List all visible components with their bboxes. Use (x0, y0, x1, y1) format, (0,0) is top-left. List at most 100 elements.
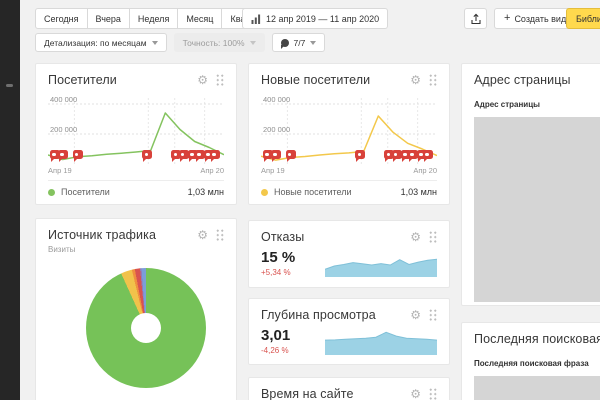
tab-week[interactable]: Неделя (129, 8, 179, 29)
gear-icon[interactable]: ⚙ (410, 72, 421, 87)
date-range-picker[interactable]: 12 апр 2019 — 11 апр 2020 (242, 8, 389, 29)
annotation-marker-icon[interactable] (195, 150, 206, 162)
drag-handle-icon[interactable] (428, 308, 437, 321)
metric-value: 15 % (261, 249, 296, 266)
bounces-sparkline (324, 253, 438, 277)
x-axis-start-label: Апр 19 (48, 166, 72, 175)
legend-row: Посетители 1,03 млн (48, 180, 224, 197)
widget-library-button[interactable]: Библиотека виджетов (566, 8, 600, 29)
redacted-content-block (474, 117, 600, 302)
annotation-marker-icon[interactable] (384, 150, 395, 162)
widget-new-visitors: Новые посетители ⚙ 400 000 200 000 Апр 1… (248, 63, 450, 205)
metric-delta: -4,26 % (261, 346, 289, 355)
annotation-marker-icon[interactable] (423, 150, 434, 162)
annotation-marker-icon[interactable] (142, 150, 153, 162)
widget-title: Последняя поисковая фраза (474, 332, 600, 346)
annotation-marker-icon[interactable] (270, 150, 281, 162)
tab-yesterday[interactable]: Вчера (87, 8, 130, 29)
x-axis-start-label: Апр 19 (261, 166, 285, 175)
chevron-down-icon (151, 40, 158, 45)
plus-icon: + (504, 12, 511, 24)
y-axis-tick: 200 000 (263, 125, 291, 134)
annotation-marker-icon[interactable] (57, 150, 68, 162)
annotation-marker-icon[interactable] (204, 150, 215, 162)
legend-row: Новые посетители 1,03 млн (261, 180, 437, 197)
sidebar-toggle-icon[interactable] (6, 84, 13, 87)
annotation-marker-icon[interactable] (188, 150, 199, 162)
detalization-label: Детализация: по месяцам (44, 37, 147, 48)
widget-title: Глубина просмотра (261, 308, 376, 322)
widget-last-search-phrase: Последняя поисковая фраза Последняя поис… (461, 322, 600, 400)
widget-time-on-site: Время на сайте ⚙ (248, 377, 450, 400)
depth-sparkline (324, 328, 438, 355)
legend-total: 1,03 млн (187, 187, 224, 197)
x-axis-end-label: Апр 20 (413, 166, 437, 175)
annotation-marker-icon[interactable] (285, 150, 296, 162)
drag-handle-icon[interactable] (215, 73, 224, 86)
x-axis-end-label: Апр 20 (200, 166, 224, 175)
annotation-marker-icon[interactable] (178, 150, 189, 162)
widget-traffic-source: Источник трафика ⚙ Визиты (35, 218, 237, 400)
drag-handle-icon[interactable] (215, 228, 224, 241)
visitors-line-chart: 400 000 200 000 (48, 95, 224, 164)
widget-title: Новые посетители (261, 73, 371, 87)
left-sidebar[interactable] (0, 0, 20, 400)
accuracy-label: Точность: 100% (182, 37, 245, 48)
annotation-marker-icon[interactable] (210, 150, 221, 162)
accuracy-dropdown[interactable]: Точность: 100% (173, 33, 265, 52)
legend-dot (261, 188, 268, 196)
gear-icon[interactable]: ⚙ (410, 229, 421, 244)
gear-icon[interactable]: ⚙ (197, 227, 208, 242)
y-axis-tick: 400 000 (50, 95, 78, 104)
annotation-marker-icon[interactable] (355, 150, 366, 162)
gear-icon[interactable]: ⚙ (410, 307, 421, 322)
legend-label: Новые посетители (274, 187, 352, 197)
annotation-marker-icon[interactable] (72, 150, 83, 162)
annotation-marker-icon[interactable] (50, 150, 61, 162)
widget-title: Отказы (261, 230, 305, 244)
chevron-down-icon (249, 40, 256, 45)
widget-title: Время на сайте (261, 387, 354, 400)
detalization-dropdown[interactable]: Детализация: по месяцам (35, 33, 167, 52)
traffic-source-donut-chart (86, 268, 206, 388)
widget-library-label: Библиотека виджетов (576, 13, 600, 24)
dimension-label: Адрес страницы (474, 100, 540, 109)
drag-handle-icon[interactable] (428, 73, 437, 86)
annotation-marker-icon[interactable] (263, 150, 274, 162)
drag-handle-icon[interactable] (428, 387, 437, 400)
new-visitors-line-chart: 400 000 200 000 (261, 95, 437, 164)
legend-total: 1,03 млн (400, 187, 437, 197)
annotation-marker-icon[interactable] (391, 150, 402, 162)
widget-metric-label: Визиты (48, 245, 76, 254)
tab-month[interactable]: Месяц (178, 8, 223, 29)
create-widget-label: Создать виджет (514, 13, 582, 24)
widget-title: Источник трафика (48, 228, 157, 242)
filter-row: Детализация: по месяцам Точность: 100% 7… (35, 33, 326, 52)
legend-label: Посетители (61, 187, 110, 197)
date-range-label: 12 апр 2019 — 11 апр 2020 (266, 13, 380, 24)
legend-dot (48, 188, 55, 196)
annotation-marker-icon[interactable] (401, 150, 412, 162)
annotation-marker-icon[interactable] (171, 150, 182, 162)
annotation-marker-icon[interactable] (408, 150, 419, 162)
metric-value: 3,01 (261, 327, 291, 344)
goals-count-label: 7/7 (293, 37, 306, 48)
export-icon (470, 13, 481, 24)
gear-icon[interactable]: ⚙ (410, 386, 421, 400)
annotation-marker-icon[interactable] (417, 150, 428, 162)
widget-bounces: Отказы ⚙ 15 % +5,34 % (248, 220, 450, 288)
dimension-label: Последняя поисковая фраза (474, 359, 589, 368)
goals-dropdown[interactable]: 7/7 (271, 33, 326, 52)
widget-visitors: Посетители ⚙ 400 000 200 000 Апр 19 Апр … (35, 63, 237, 205)
y-axis-tick: 400 000 (263, 95, 291, 104)
goal-icon (280, 38, 289, 49)
drag-handle-icon[interactable] (428, 230, 437, 243)
widget-page-address: Адрес страницы Адрес страницы (461, 63, 600, 306)
bar-chart-icon (251, 14, 261, 24)
export-button[interactable] (464, 8, 487, 29)
metric-delta: +5,34 % (261, 268, 291, 277)
y-axis-tick: 200 000 (50, 125, 78, 134)
tab-today[interactable]: Сегодня (35, 8, 88, 29)
gear-icon[interactable]: ⚙ (197, 72, 208, 87)
